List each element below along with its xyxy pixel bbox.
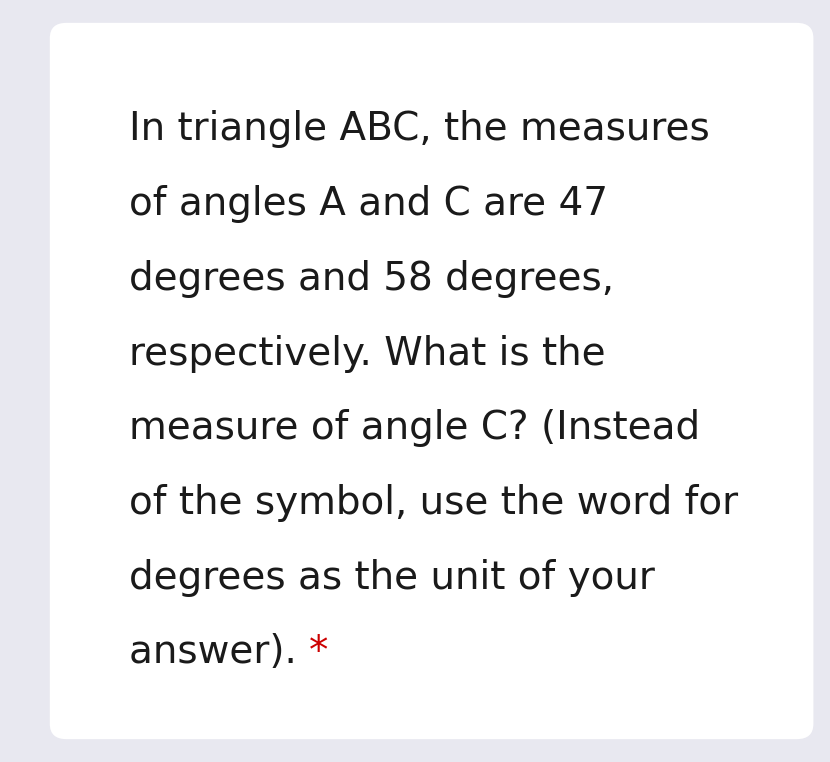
Text: In triangle ABC, the measures: In triangle ABC, the measures <box>129 110 710 149</box>
FancyBboxPatch shape <box>50 23 813 739</box>
Text: answer).: answer). <box>129 633 309 671</box>
Text: of angles A and C are 47: of angles A and C are 47 <box>129 185 608 223</box>
Text: answer).: answer). <box>129 633 309 671</box>
Text: degrees as the unit of your: degrees as the unit of your <box>129 559 655 597</box>
Text: of the symbol, use the word for: of the symbol, use the word for <box>129 484 738 522</box>
Text: degrees and 58 degrees,: degrees and 58 degrees, <box>129 260 613 298</box>
Text: measure of angle C? (Instead: measure of angle C? (Instead <box>129 409 700 447</box>
Text: *: * <box>309 633 329 671</box>
Text: respectively. What is the: respectively. What is the <box>129 335 605 373</box>
